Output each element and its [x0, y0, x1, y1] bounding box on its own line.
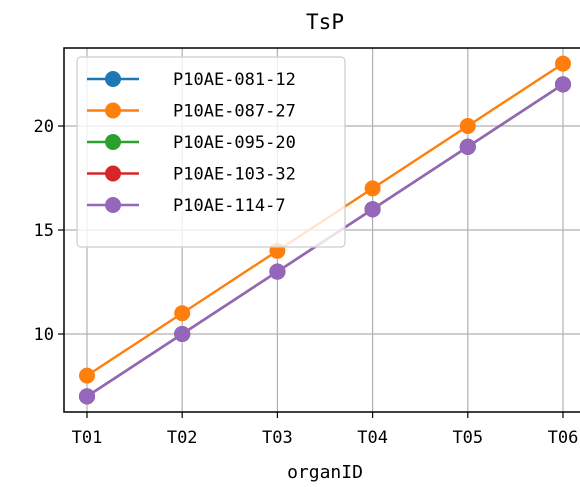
- data-point: [365, 201, 381, 217]
- data-point: [460, 139, 476, 155]
- x-axis-ticks: T01 T02 T03 T04 T05 T06: [72, 412, 579, 448]
- x-axis-label: organID: [287, 462, 363, 483]
- legend-label: P10AE-087-27: [173, 102, 296, 122]
- x-tick-label: T01: [72, 428, 103, 448]
- data-point: [174, 305, 190, 321]
- data-point: [79, 368, 95, 384]
- legend-marker: [105, 166, 121, 182]
- y-axis-ticks: 10 15 20: [34, 117, 64, 345]
- legend-marker: [105, 103, 121, 119]
- legend: P10AE-081-12 P10AE-087-27 P10AE-095-20 P10A…: [77, 57, 345, 247]
- data-point: [365, 180, 381, 196]
- legend-marker: [105, 134, 121, 150]
- legend-label: P10AE-095-20: [173, 133, 296, 153]
- x-tick-label: T04: [357, 428, 388, 448]
- data-point: [555, 76, 571, 92]
- x-tick-label: T02: [167, 428, 198, 448]
- data-point: [174, 326, 190, 342]
- x-tick-label: T05: [452, 428, 483, 448]
- x-tick-label: T06: [548, 428, 579, 448]
- data-point: [555, 56, 571, 72]
- data-point: [269, 264, 285, 280]
- y-tick-label: 20: [34, 117, 54, 137]
- y-tick-label: 10: [34, 325, 54, 345]
- legend-label: P10AE-081-12: [173, 70, 296, 90]
- x-tick-label: T03: [262, 428, 293, 448]
- y-tick-label: 15: [34, 221, 54, 241]
- legend-label: P10AE-103-32: [173, 165, 296, 185]
- data-point: [79, 388, 95, 404]
- chart-title: TsP: [306, 10, 344, 34]
- legend-label: P10AE-114-7: [173, 196, 286, 216]
- data-point: [460, 118, 476, 134]
- legend-marker: [105, 71, 121, 87]
- legend-marker: [105, 197, 121, 213]
